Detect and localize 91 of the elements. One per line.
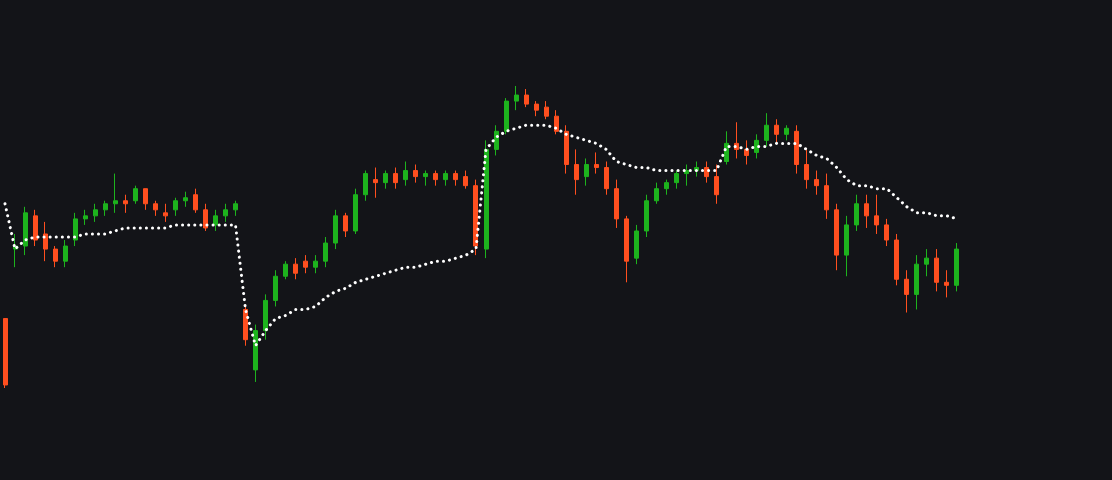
candlestick: [393, 167, 398, 190]
candlestick: [884, 218, 889, 247]
candlestick: [484, 139, 489, 259]
candlestick: [754, 133, 759, 159]
candlestick: [373, 167, 378, 199]
candlestick: [954, 242, 959, 292]
candlestick: [914, 254, 919, 310]
candlestick: [53, 245, 58, 268]
candlestick: [764, 112, 769, 147]
candlestick: [473, 179, 478, 256]
candlestick: [544, 100, 549, 120]
candlestick: [584, 157, 589, 187]
candlestick: [654, 182, 659, 205]
candlestick: [363, 170, 368, 202]
candlestick: [564, 124, 569, 175]
candlestick: [864, 194, 869, 229]
candlestick: [624, 215, 629, 283]
candlestick: [554, 109, 559, 135]
candlestick: [524, 88, 529, 108]
candlestick: [644, 194, 649, 238]
candlestick: [894, 233, 899, 286]
candlestick: [233, 200, 238, 217]
candlestick: [123, 194, 128, 214]
candlestick: [433, 170, 438, 187]
candlestick: [163, 203, 168, 223]
candlestick: [443, 170, 448, 187]
candlestick: [63, 239, 68, 268]
candlestick: [844, 215, 849, 277]
candlestick: [794, 124, 799, 175]
candlestick: [534, 100, 539, 117]
candlestick: [804, 148, 809, 190]
candlestick: [463, 170, 468, 190]
candlestick: [43, 221, 48, 262]
candlestick: [143, 188, 148, 211]
candlestick: [293, 257, 298, 280]
candlestick: [854, 194, 859, 232]
candlestick: [103, 200, 108, 217]
candlestick: [343, 212, 348, 238]
candlestick: [834, 203, 839, 271]
candlestick: [824, 173, 829, 220]
candlestick: [263, 293, 268, 341]
candlestick: [323, 236, 328, 268]
candlestick: [634, 224, 639, 265]
candlestick: [273, 269, 278, 307]
candlestick: [574, 148, 579, 196]
candlestick: [614, 179, 619, 229]
candlestick: [213, 209, 218, 232]
candlestick: [33, 209, 38, 247]
candlestick: [153, 200, 158, 217]
candlestick: [183, 191, 188, 208]
candlestick: [23, 206, 28, 256]
candlestick: [934, 248, 939, 292]
candlestick: [313, 254, 318, 274]
candlestick: [504, 97, 509, 135]
candlestick: [243, 305, 248, 347]
candlestick: [724, 130, 729, 166]
candlestick: [664, 179, 669, 196]
candlestick: [684, 164, 689, 187]
candlestick: [73, 212, 78, 247]
candlestick: [514, 85, 519, 111]
candlestick: [113, 173, 118, 214]
candlestick: [133, 185, 138, 205]
candlestick: [333, 209, 338, 250]
candlestick: [83, 209, 88, 226]
candlestick: [353, 188, 358, 235]
candlestick: [814, 170, 819, 196]
candlestick: [193, 188, 198, 214]
candlestick: [604, 161, 609, 196]
candlestick: [3, 318, 8, 389]
candlestick: [774, 118, 779, 144]
candlestick: [253, 324, 258, 383]
candlestick: [904, 269, 909, 313]
candlestick: [413, 164, 418, 184]
candlestick: [283, 260, 288, 280]
candlestick: [674, 170, 679, 190]
candlestick: [784, 124, 789, 141]
candlestick: [423, 170, 428, 187]
candlestick: [874, 194, 879, 235]
candlestick: [203, 203, 208, 232]
candlestick: [924, 248, 929, 277]
candlestick: [403, 161, 408, 187]
candlestick: [383, 170, 388, 190]
candlestick: [93, 203, 98, 223]
candlestick: [223, 203, 228, 223]
candlestick: [944, 269, 949, 298]
candlestick: [303, 254, 308, 274]
candlestick: [594, 151, 599, 175]
candlestick: [714, 164, 719, 205]
candlestick: [734, 121, 739, 159]
candlestick: [173, 197, 178, 217]
candlestick: [453, 170, 458, 187]
